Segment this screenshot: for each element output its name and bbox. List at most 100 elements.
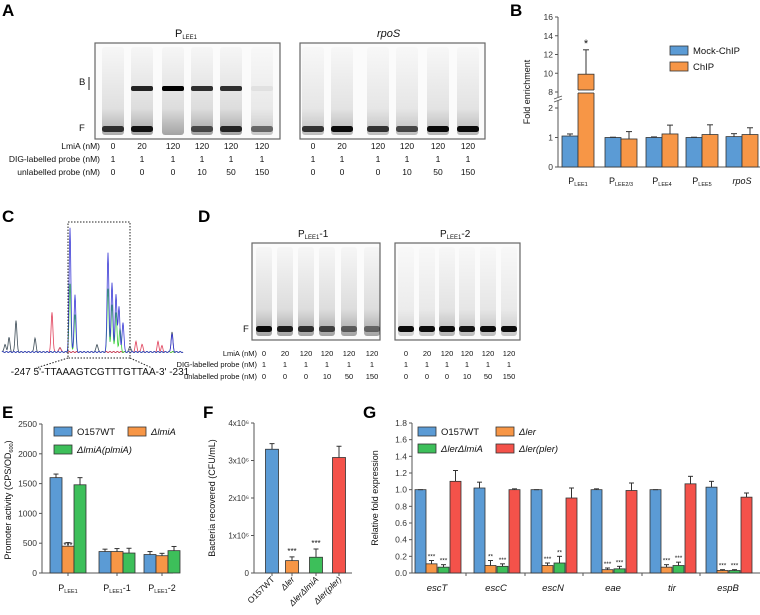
condition-value: 10	[402, 167, 412, 177]
trace-green	[1, 283, 184, 354]
y-axis-label: Promoter activity (CPS/OD600)	[3, 440, 15, 559]
legend-swatch	[495, 443, 515, 454]
condition-value: 150	[366, 372, 379, 381]
y-tick-label: 2000	[18, 449, 37, 459]
y-tick-label: 2x10⁶	[228, 494, 249, 503]
gel-lane	[427, 47, 449, 135]
condition-value: 1	[486, 360, 490, 369]
condition-value: 150	[461, 167, 475, 177]
x-tick-label: PLEE1	[58, 583, 77, 595]
condition-value: 20	[423, 349, 431, 358]
chart-bacteria-recovered	[251, 422, 352, 576]
gel-d1-title: PLEE1-1	[298, 229, 329, 241]
gel-lane	[457, 47, 479, 135]
gel-lane	[459, 247, 475, 336]
bar-mock-chip	[561, 135, 579, 168]
y-tick-label: 1.2	[395, 468, 407, 478]
condition-value: 120	[503, 349, 516, 358]
condition-value: 0	[111, 167, 116, 177]
bar-series-0	[530, 489, 543, 574]
condition-value: 0	[445, 372, 449, 381]
x-tick-label: PLEE5	[692, 176, 711, 188]
bar-chip	[620, 138, 638, 168]
gel-lane	[277, 247, 293, 336]
gel-lane	[102, 47, 124, 135]
bar-series-2	[728, 570, 741, 574]
free-band	[501, 326, 517, 332]
condition-value: 50	[484, 372, 492, 381]
condition-row-label: DIG-labelled probe (nM)	[9, 154, 100, 164]
bar-series-1	[110, 551, 124, 574]
condition-value: 0	[311, 167, 316, 177]
panel-label-a: A	[2, 1, 14, 20]
bar-chip	[661, 133, 679, 168]
free-band	[419, 326, 435, 332]
x-tick-label: escT	[427, 583, 449, 594]
free-band	[191, 126, 213, 132]
bar-series-1	[61, 545, 75, 574]
bar-series-1	[716, 570, 729, 574]
bar-mock-chip	[645, 137, 663, 168]
free-band	[102, 126, 124, 132]
free-band	[302, 126, 324, 132]
x-tick-label: espB	[717, 583, 739, 594]
legend-label: ΔlmiA(plmiA)	[76, 445, 132, 456]
legend-label: O157WT	[77, 427, 115, 438]
x-tick-label: tir	[668, 583, 677, 594]
bar-series-0	[49, 477, 63, 574]
free-band	[220, 126, 242, 132]
bar-series-1	[660, 566, 673, 574]
gel-lane	[319, 247, 335, 336]
condition-value: 1	[311, 154, 316, 164]
legend-label: ChIP	[693, 62, 714, 73]
y-tick-label: 12	[544, 50, 554, 60]
free-band	[298, 326, 314, 332]
free-band	[396, 126, 418, 132]
chart-relative-expression	[409, 422, 760, 576]
significance-marker: ***	[311, 539, 320, 548]
gel-a1-title: PLEE1	[175, 28, 198, 41]
gel-lane	[251, 47, 273, 135]
condition-value: 10	[323, 372, 331, 381]
bar	[309, 556, 323, 574]
gel-d2-title: PLEE1-2	[440, 229, 471, 241]
y-tick-label: 1000	[18, 508, 37, 518]
y-tick-label: 1.8	[395, 418, 407, 428]
panel-label-f: F	[203, 403, 213, 422]
gel-frame	[251, 242, 381, 341]
gel-frame	[299, 42, 486, 140]
trace-red	[1, 312, 184, 354]
y-tick-label: 1x10⁶	[228, 532, 249, 541]
bar-series-0	[473, 487, 486, 574]
condition-value: 1	[347, 360, 351, 369]
legend-swatch	[669, 61, 689, 72]
bar-series-0	[705, 486, 718, 574]
condition-value: 1	[465, 360, 469, 369]
y-tick-label: 0.6	[395, 518, 407, 528]
condition-value: 10	[197, 167, 207, 177]
significance-marker: ***	[63, 541, 72, 550]
y-tick-label: 0	[245, 569, 250, 578]
legend-label: ΔlmiA	[150, 427, 176, 438]
x-tick-label: escC	[485, 583, 507, 594]
x-tick-label: escN	[542, 583, 564, 594]
condition-value: 120	[400, 141, 414, 151]
free-band	[427, 126, 449, 132]
condition-value: 120	[166, 141, 180, 151]
free-band	[439, 326, 455, 332]
bar-series-3	[684, 483, 697, 574]
condition-value: 0	[404, 372, 408, 381]
condition-value: 1	[425, 360, 429, 369]
free-band	[331, 126, 353, 132]
condition-value: 1	[171, 154, 176, 164]
condition-value: 120	[482, 349, 495, 358]
panel-label-g: G	[363, 403, 376, 422]
condition-value: 0	[404, 349, 408, 358]
condition-value: 10	[463, 372, 471, 381]
trace-blue	[1, 227, 184, 354]
condition-value: 1	[140, 154, 145, 164]
y-tick-label: 1500	[18, 479, 37, 489]
condition-value: 50	[345, 372, 353, 381]
condition-value: 120	[431, 141, 445, 151]
condition-value: 1	[436, 154, 441, 164]
